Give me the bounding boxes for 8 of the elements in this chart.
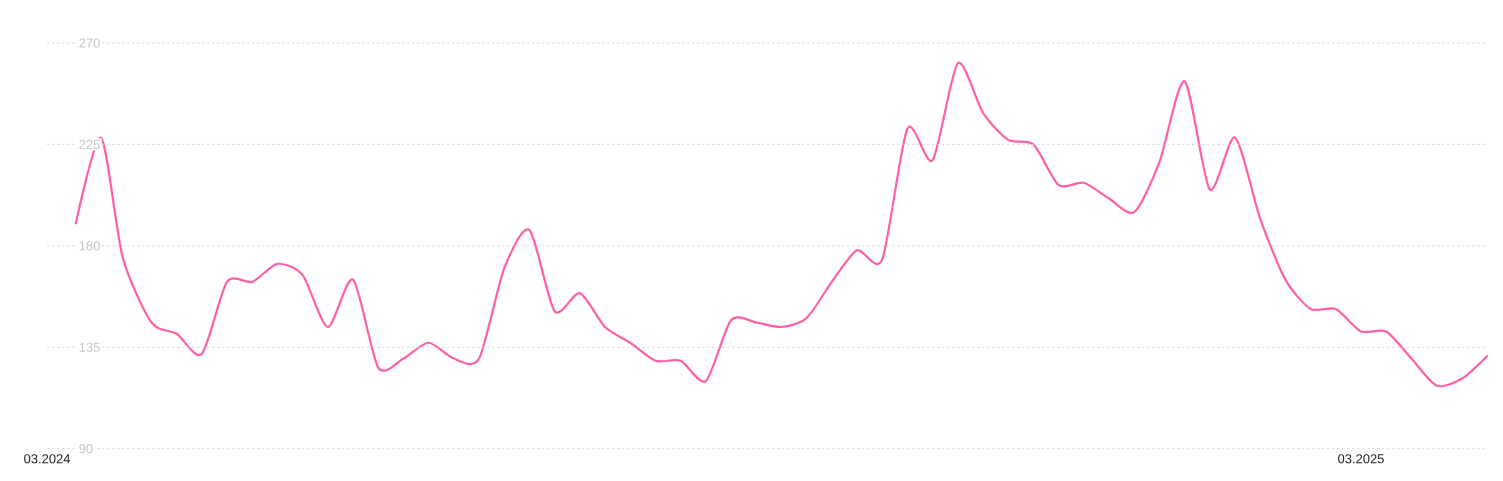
line-series [74, 62, 1489, 388]
x-tick-label: 03.2024 [24, 454, 71, 464]
x-tick-label: 03.2025 [1338, 454, 1384, 464]
y-tick-label: 180 [79, 241, 100, 251]
y-tick-label: 90 [79, 444, 93, 454]
y-tick-label: 135 [79, 342, 100, 352]
y-tick-label: 225 [79, 139, 100, 149]
y-tick-label: 270 [79, 38, 100, 48]
